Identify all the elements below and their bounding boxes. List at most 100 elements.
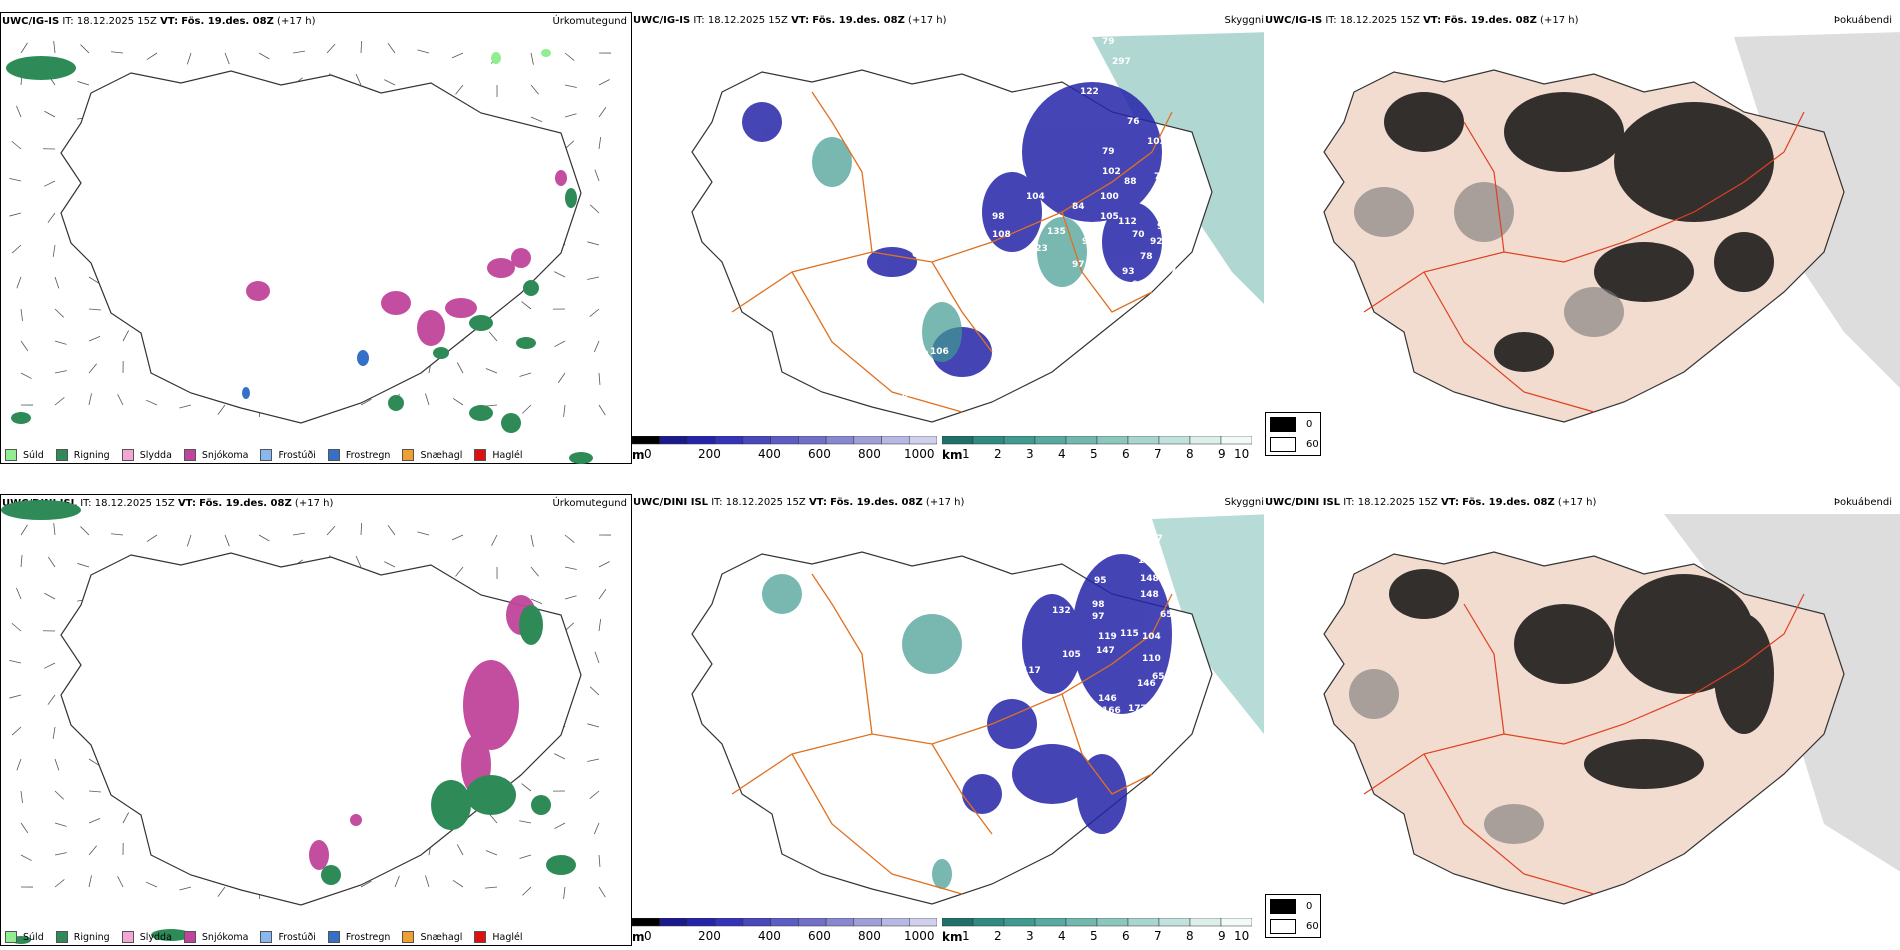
vis-tick: 5 — [1090, 929, 1098, 943]
wind-barb — [587, 723, 600, 728]
height-label: 105 — [1100, 212, 1119, 222]
height-label: 117 — [1022, 666, 1041, 676]
colorbar-cell — [1220, 436, 1252, 445]
height-label: 108 — [992, 230, 1011, 240]
wind-barb — [47, 212, 56, 223]
legend-item: Frostregn — [327, 931, 390, 943]
legend-item: Súld — [5, 931, 44, 943]
colorbar-cell — [687, 436, 716, 445]
wind-barb — [384, 561, 396, 568]
legend-item: Rigning — [55, 931, 110, 943]
legend-label: Rigning — [73, 931, 110, 943]
height-label: 233 — [1080, 556, 1099, 566]
wind-barb — [11, 726, 22, 736]
panel-title: Skyggni — [1224, 497, 1264, 508]
panel-header: UWC/DINI ISL IT: 18.12.2025 15Z VT: Fös.… — [633, 497, 965, 508]
fog-map — [1323, 32, 1900, 423]
panel-title: Þokuábendi — [1833, 497, 1892, 508]
legend-item: Haglél — [474, 449, 523, 461]
legend-label: Súld — [23, 931, 44, 943]
height-label: 115 — [1120, 629, 1139, 639]
legend-label: Haglél — [492, 931, 523, 943]
wind-barb — [563, 404, 566, 417]
wind-barb — [44, 180, 56, 187]
wind-barb — [16, 276, 22, 289]
height-label: 59 — [1180, 147, 1193, 157]
vis-tick: 4 — [1058, 929, 1066, 943]
colorbar-cell — [1127, 918, 1160, 927]
colorbar-cell — [972, 436, 1005, 445]
height-label: 132 — [1052, 606, 1071, 616]
wind-barb — [455, 566, 464, 577]
wind-barb — [425, 393, 430, 406]
wind-barb — [54, 308, 64, 318]
height-label: 93 — [1132, 280, 1145, 290]
wind-barb — [394, 875, 400, 888]
wind-barb — [589, 308, 600, 317]
legend-label: Slydda — [139, 449, 172, 461]
legend-label: Súld — [23, 449, 44, 461]
wind-barb — [54, 879, 65, 888]
fog-panel-row1: UWC/IG-IS IT: 18.12.2025 15Z VT: Fös. 19… — [1264, 12, 1900, 464]
wind-barb — [455, 84, 464, 95]
height-tick: 1000 — [904, 929, 935, 943]
legend-label: Snjókoma — [201, 931, 249, 943]
wind-barb — [47, 694, 56, 705]
height-label: 75 — [934, 808, 947, 818]
wind-barb — [554, 271, 566, 278]
wind-barb — [9, 659, 22, 664]
colorbar-cell — [1158, 918, 1191, 927]
colorbar-cell — [1065, 918, 1098, 927]
wind-barb — [488, 813, 498, 824]
height-label: 98 — [992, 212, 1005, 222]
legend-swatch — [121, 931, 134, 943]
wind-barb — [326, 43, 336, 54]
fog-black-value: 0 — [1306, 419, 1313, 430]
height-label: 148 — [1140, 574, 1159, 584]
wind-barb — [53, 523, 56, 536]
colorbar-cell — [881, 436, 910, 445]
wind-barb — [54, 397, 65, 406]
vis-tick: 6 — [1122, 929, 1130, 943]
height-label: 70 — [1132, 230, 1145, 240]
wind-barb — [292, 50, 305, 54]
legend-swatch — [474, 449, 487, 461]
legend-item: Frostregn — [327, 449, 390, 461]
vis-tick: 10 — [1234, 929, 1250, 943]
wind-barb — [598, 854, 601, 867]
wind-barb — [594, 169, 600, 182]
colorbar-cell — [1189, 436, 1222, 445]
height-label: 100 — [1100, 192, 1119, 202]
wind-barb — [598, 886, 606, 898]
height-label: 112 — [1118, 217, 1137, 227]
wind-barb — [521, 783, 532, 792]
legend-item: Súld — [5, 449, 44, 461]
height-label: 122 — [910, 350, 929, 360]
vis-tick: 1 — [962, 447, 970, 461]
wind-barb — [530, 534, 534, 547]
fog-black-value: 0 — [1306, 901, 1313, 912]
legend-item: Snjókoma — [183, 449, 248, 461]
colorbar-cell — [1003, 436, 1036, 445]
height-label: 97 — [1092, 612, 1105, 622]
height-label: 65 — [1152, 672, 1165, 682]
height-unit: m — [632, 448, 645, 462]
height-label: 123 — [1004, 652, 1023, 662]
wind-barb — [564, 566, 577, 570]
colorbar-cell — [1003, 918, 1036, 927]
vis-tick: 1 — [962, 929, 970, 943]
wind-barb — [44, 662, 56, 669]
wind-barb — [54, 822, 67, 827]
wind-barb — [292, 532, 305, 536]
wind-barb — [88, 276, 100, 284]
height-label: 73 — [1104, 282, 1117, 292]
colorbar-cell — [881, 918, 910, 927]
wind-barb — [589, 790, 600, 799]
vis-tick: 3 — [1026, 447, 1034, 461]
legend-swatch — [55, 931, 68, 943]
panel-header: UWC/IG-IS IT: 18.12.2025 15Z VT: Fös. 19… — [633, 15, 947, 26]
legend-swatch — [474, 931, 487, 943]
legend-label: Frostúði — [278, 931, 316, 943]
wind-barb — [20, 372, 32, 379]
wind-barb — [360, 522, 363, 536]
